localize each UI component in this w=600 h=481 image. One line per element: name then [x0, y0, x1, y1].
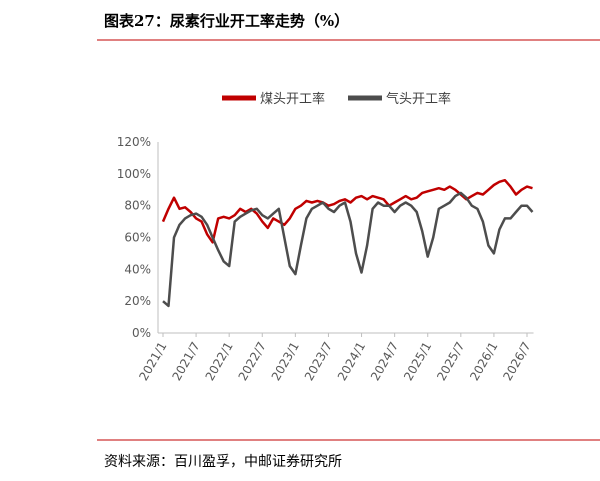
x-tick-label: 2026/1: [467, 339, 500, 383]
legend-label: 煤头开工率: [260, 91, 325, 107]
y-tick-label: 40%: [124, 262, 151, 276]
x-tick-label: 2024/7: [368, 340, 401, 384]
x-tick-label: 2024/1: [335, 340, 368, 384]
series-line: [162, 191, 534, 308]
y-tick-label: 20%: [124, 294, 151, 308]
x-tick-label: 2021/1: [136, 340, 169, 384]
series-line: [161, 178, 533, 244]
x-tick-label: 2025/1: [401, 340, 434, 384]
x-tick-label: 2022/7: [236, 340, 269, 384]
chart-title: 图表27：尿素行业开工率走势（%）: [104, 12, 349, 30]
x-tick-label: 2023/7: [302, 340, 335, 384]
x-tick-label: 2025/7: [434, 340, 467, 384]
y-tick-label: 0%: [132, 326, 151, 340]
x-tick-label: 2026/7: [500, 340, 533, 384]
y-tick-label: 80%: [124, 199, 151, 213]
x-tick-label: 2022/1: [203, 340, 236, 384]
y-tick-label: 60%: [124, 231, 151, 245]
source-note: 资料来源：百川盈孚，中邮证券研究所: [104, 454, 342, 470]
legend-label: 气头开工率: [386, 91, 451, 107]
x-tick-label: 2023/1: [269, 340, 302, 384]
x-tick-label: 2021/7: [169, 340, 202, 384]
y-tick-label: 120%: [117, 135, 151, 149]
y-tick-label: 100%: [117, 167, 151, 181]
